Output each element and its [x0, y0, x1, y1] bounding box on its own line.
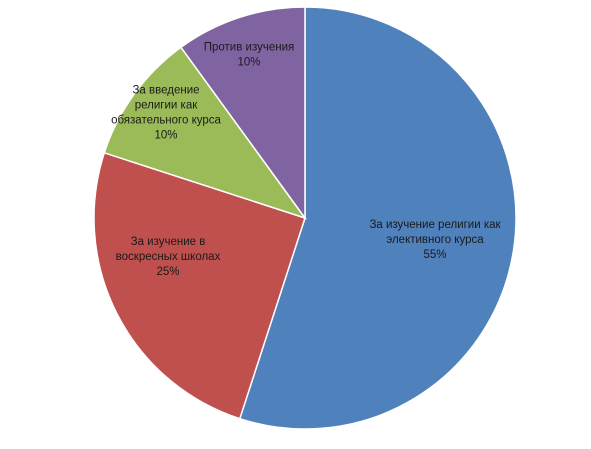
slice-label-line: Против изучения	[204, 42, 295, 54]
slice-label-line: За изучение в	[131, 236, 206, 248]
pie-slice-4	[179, 6, 306, 221]
slice-label-line: За изучение религии как	[369, 219, 501, 231]
slice-value-label: 25%	[156, 266, 179, 278]
slice-label-2: За изучение в воскресных школах 25%	[116, 236, 221, 278]
slice-label-line: воскресных школах	[116, 251, 221, 263]
pie-slice-1	[238, 6, 517, 430]
slice-label-4: Против изучения 10%	[204, 42, 295, 69]
slice-label-line: За введение	[132, 85, 199, 97]
slice-label-3: За введение религии как обязательного курс…	[111, 85, 221, 142]
slice-label-line: элективного курса	[386, 234, 484, 246]
pie-slice-3	[103, 46, 307, 220]
pie-slice-2	[93, 151, 306, 420]
slice-value-label: 10%	[154, 130, 177, 142]
slice-label-1: За изучение религии как элективного курса…	[369, 219, 501, 261]
slice-label-line: обязательного курса	[111, 115, 221, 127]
slice-value-label: 55%	[423, 249, 446, 261]
slice-value-label: 10%	[237, 57, 260, 69]
slice-label-line: религии как	[135, 100, 198, 112]
